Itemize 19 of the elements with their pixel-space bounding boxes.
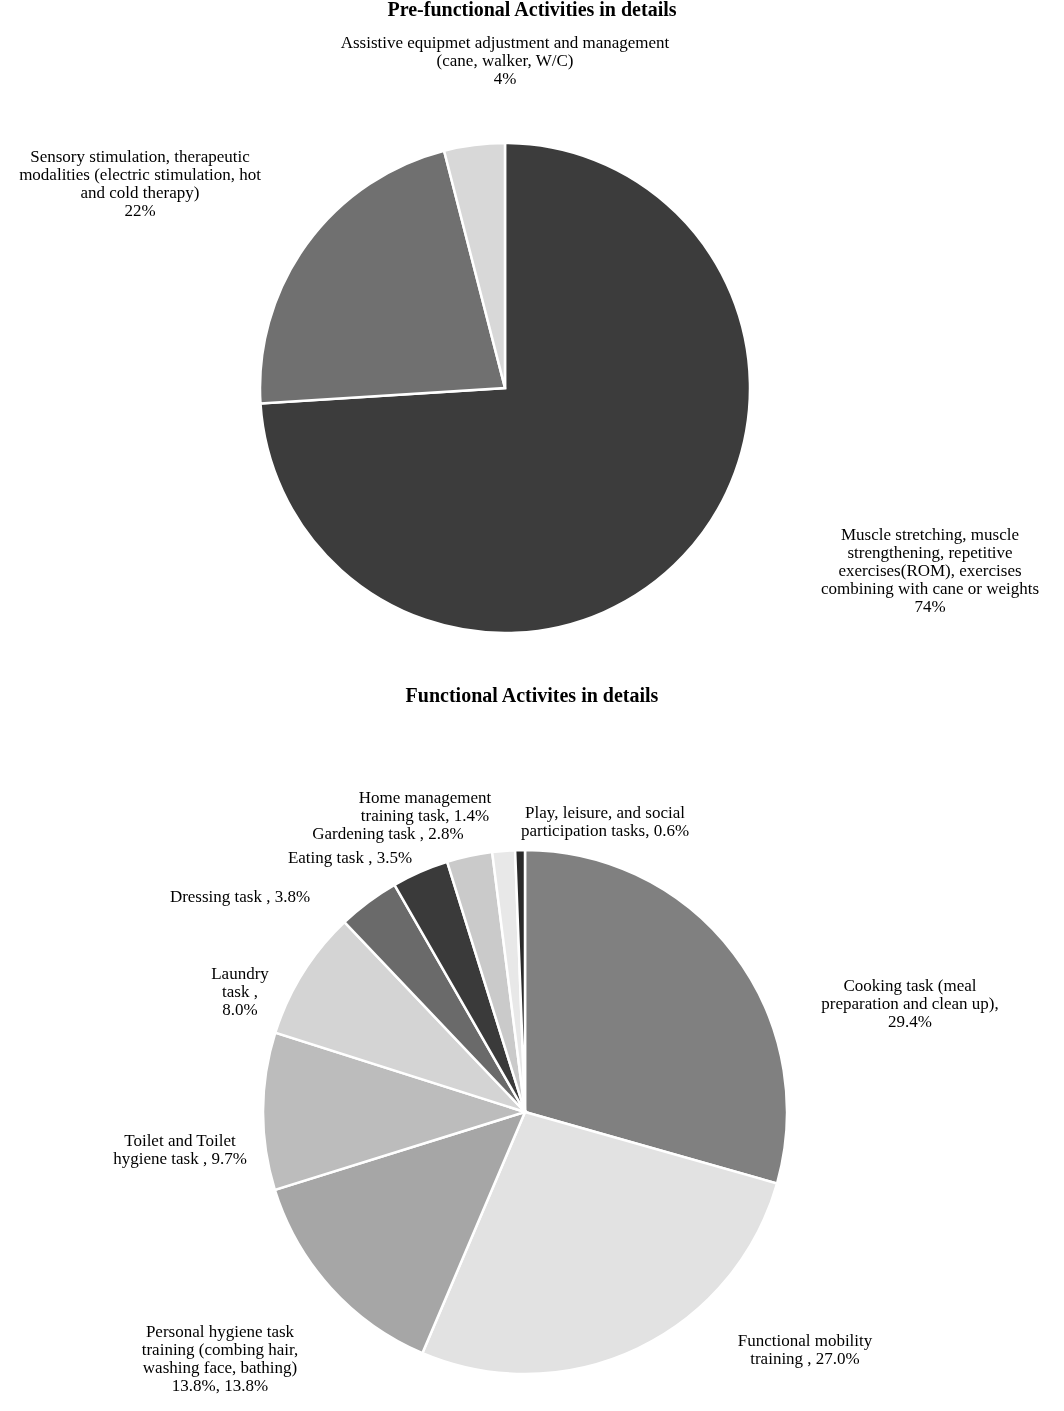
data-label: 22% [124, 201, 156, 220]
slice-label: Sensory stimulation, therapeutic modalities (electric stimulation, hot and cold therapy) [19, 147, 262, 202]
slice-label: Home management training task, 1.4% [358, 788, 492, 825]
pie-slice [259, 141, 752, 635]
slice-label: Gardening task , 2.8% [312, 824, 464, 843]
slice-label: Muscle stretching, muscle strengthening, repetitive exercises(ROM), exercises combining with cane or weights [820, 525, 1040, 598]
slice-label: Toilet and Toilet hygiene task , 9.7% [113, 1131, 247, 1168]
chart-title: Functional Activites in details [405, 684, 659, 706]
chart-title: Pre-functional Activities in details [387, 0, 677, 20]
slice-label: Cooking task (meal preparation and clean up), 29.4% [821, 976, 999, 1031]
data-label: 74% [914, 597, 946, 616]
slice-label: Dressing task , 3.8% [169, 887, 311, 906]
slice-label: Laundry task , 8.0% [211, 964, 270, 1019]
slice-label: Play, leisure, and social participation tasks, 0.6% [520, 803, 690, 840]
slice-label: Eating task , 3.5% [287, 848, 413, 867]
data-label: 4% [493, 69, 517, 88]
slice-label: Functional mobility training , 27.0% [737, 1331, 873, 1368]
slice-label: Assistive equipmet adjustment and management (cane, walker, W/C) [340, 33, 670, 70]
slice-label: Personal hygiene task training (combing hair, washing face, bathing) 13.8%, 13.8% [141, 1322, 299, 1395]
